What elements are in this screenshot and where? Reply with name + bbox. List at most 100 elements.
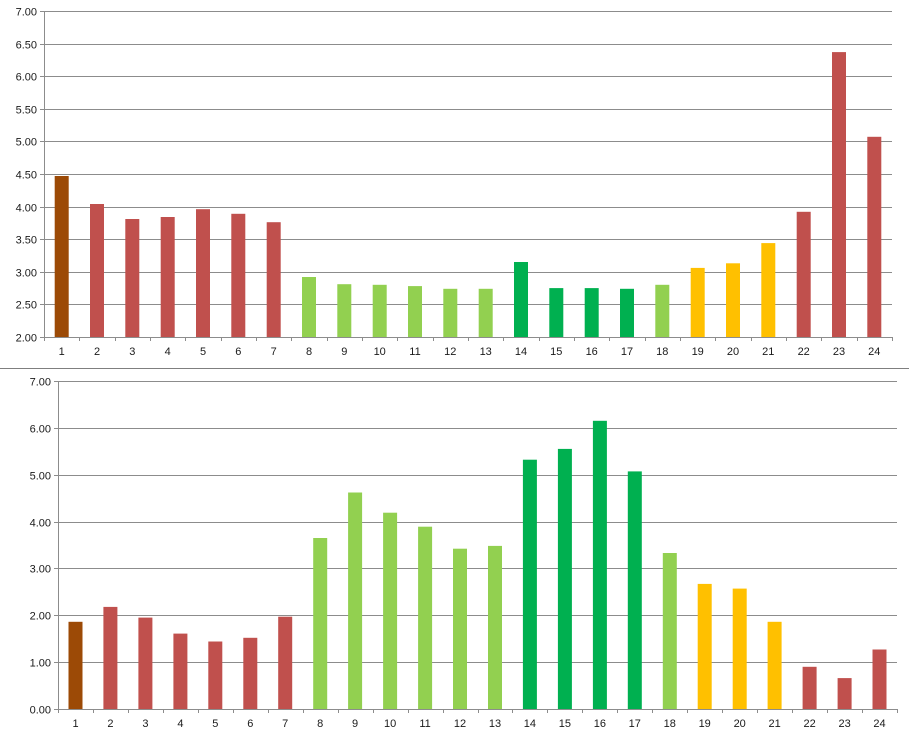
bar-7	[278, 616, 293, 709]
bar-14	[514, 262, 528, 337]
bar-22	[796, 211, 811, 337]
x-tick-label: 4	[177, 718, 183, 730]
bar-24	[867, 136, 882, 337]
x-tick-label: 10	[374, 346, 386, 358]
x-tick-label: 9	[352, 718, 358, 730]
y-tick-label: 6.00	[30, 424, 51, 436]
bar-2	[90, 204, 104, 337]
bottom-bar-chart: 0.001.002.003.004.005.006.007.001 2 3 4 5 6 7 8…	[30, 377, 898, 730]
bar-15	[549, 288, 564, 337]
x-tick-label: 7	[282, 718, 288, 730]
x-tick-label: 2	[107, 718, 113, 730]
bar-11	[408, 286, 422, 337]
x-tick-label: 18	[664, 718, 676, 730]
y-tick-label: 5.50	[16, 105, 37, 117]
x-tick-label: 11	[419, 718, 430, 730]
x-tick-label: 15	[559, 718, 571, 730]
x-tick-label: 19	[699, 718, 711, 730]
x-tick-label: 13	[480, 346, 492, 358]
y-tick-label: 6.00	[16, 72, 37, 84]
y-tick-label: 5.00	[16, 137, 37, 149]
bar-13	[488, 545, 502, 709]
x-tick-label: 10	[384, 718, 396, 730]
bar-20	[732, 588, 747, 709]
x-tick-label: 6	[247, 718, 253, 730]
x-tick-label: 14	[515, 346, 527, 358]
x-tick-label: 13	[489, 718, 501, 730]
x-tick-label: 21	[762, 346, 774, 358]
x-tick-label: 4	[165, 346, 171, 358]
bar-9	[337, 284, 352, 337]
y-tick-label: 3.00	[30, 564, 51, 576]
bar-23	[832, 52, 846, 337]
bar-6	[243, 637, 258, 709]
bar-8	[313, 538, 328, 709]
bar-15	[557, 448, 572, 709]
x-tick-label: 23	[833, 346, 845, 358]
x-tick-label: 6	[235, 346, 241, 358]
bar-8	[302, 277, 316, 337]
bar-18	[655, 284, 670, 337]
y-tick-label: 4.00	[16, 203, 37, 215]
bar-3	[138, 617, 153, 709]
x-tick-label: 22	[803, 718, 815, 730]
x-tick-label: 3	[129, 346, 135, 358]
y-tick-label: 3.00	[16, 268, 37, 280]
x-tick-label: 24	[868, 346, 880, 358]
x-tick-label: 8	[306, 346, 312, 358]
y-tick-label: 7.00	[16, 7, 37, 19]
x-tick-label: 14	[524, 718, 536, 730]
y-tick-label: 2.00	[16, 333, 37, 345]
x-tick-label: 9	[341, 346, 347, 358]
y-tick-label: 4.50	[16, 170, 37, 182]
bar-21	[761, 243, 776, 337]
x-tick-label: 11	[409, 346, 420, 358]
bar-2	[103, 606, 118, 709]
y-tick-label: 1.00	[30, 658, 51, 670]
bar-11	[418, 526, 433, 709]
bar-19	[697, 583, 712, 709]
x-tick-label: 18	[656, 346, 668, 358]
x-tick-label: 21	[768, 718, 780, 730]
bar-23	[837, 678, 852, 709]
x-tick-label: 1	[59, 346, 65, 358]
bar-16	[584, 288, 599, 337]
y-tick-label: 4.00	[30, 518, 51, 530]
bar-1	[68, 621, 83, 709]
bar-17	[620, 288, 634, 337]
bar-7	[266, 222, 281, 337]
x-tick-label: 22	[798, 346, 810, 358]
bar-5	[196, 209, 210, 337]
x-tick-label: 23	[838, 718, 850, 730]
bar-22	[802, 666, 817, 709]
bar-9	[348, 492, 363, 709]
bar-13	[478, 288, 493, 337]
y-tick-label: 7.00	[30, 377, 51, 389]
bar-18	[662, 553, 677, 709]
bar-12	[453, 548, 467, 709]
bar-14	[522, 459, 537, 709]
bar-17	[627, 471, 642, 709]
bar-1	[54, 176, 69, 337]
x-tick-label: 19	[692, 346, 704, 358]
x-tick-label: 17	[629, 718, 641, 730]
x-tick-label: 20	[727, 346, 739, 358]
y-tick-label: 0.00	[30, 705, 51, 717]
top-bar-chart: 2.00 2.50 3.00 3.50 4.00 4.50 5.00 5.50 6.00 6.50…	[16, 7, 893, 358]
bar-6	[231, 213, 246, 337]
bar-19	[690, 267, 705, 337]
y-tick-label: 3.50	[16, 235, 37, 247]
x-tick-label: 16	[594, 718, 606, 730]
bar-10	[372, 284, 387, 337]
bar-10	[383, 512, 398, 709]
bar-20	[726, 263, 740, 337]
bar-4	[173, 633, 188, 709]
y-tick-label: 5.00	[30, 471, 51, 483]
y-tick-label: 6.50	[16, 40, 37, 52]
bar-4	[160, 217, 175, 337]
bar-5	[208, 641, 223, 709]
x-tick-label: 24	[873, 718, 885, 730]
y-tick-label: 2.00	[30, 611, 51, 623]
bar-21	[767, 621, 782, 709]
